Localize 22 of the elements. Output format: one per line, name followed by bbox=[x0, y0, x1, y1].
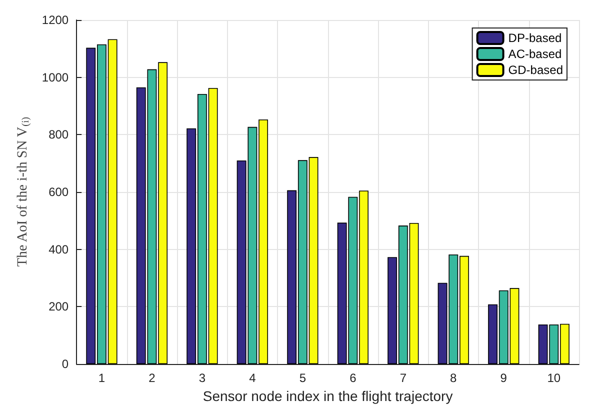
y-tick-label: 400 bbox=[48, 242, 69, 256]
x-tick-label: 9 bbox=[500, 371, 508, 385]
y-tick-label: 200 bbox=[48, 300, 69, 314]
x-tick-label: 4 bbox=[249, 371, 256, 385]
x-tick-label: 1 bbox=[98, 371, 106, 385]
legend-label: DP-based bbox=[508, 31, 562, 45]
x-tick-label: 6 bbox=[350, 371, 357, 385]
x-tick-label: 7 bbox=[400, 371, 407, 385]
y-tick-label: 0 bbox=[62, 357, 69, 371]
x-tick-label: 2 bbox=[148, 371, 156, 385]
legend-label: AC-based bbox=[508, 47, 562, 61]
legend-label: GD-based bbox=[508, 63, 564, 77]
x-axis-title: Sensor node index in the flight trajectory bbox=[202, 388, 453, 404]
y-tick-label: 1200 bbox=[42, 13, 69, 27]
x-tick-label: 5 bbox=[299, 371, 306, 385]
y-tick-label: 800 bbox=[48, 128, 69, 142]
y-axis-title: The AoI of the i-th SN V(i) bbox=[16, 116, 32, 267]
x-tick-label: 10 bbox=[547, 371, 561, 385]
y-tick-label: 600 bbox=[48, 185, 69, 199]
x-tick-label: 3 bbox=[198, 371, 206, 385]
x-tick-label: 8 bbox=[450, 371, 458, 385]
y-tick-label: 1000 bbox=[42, 70, 69, 84]
